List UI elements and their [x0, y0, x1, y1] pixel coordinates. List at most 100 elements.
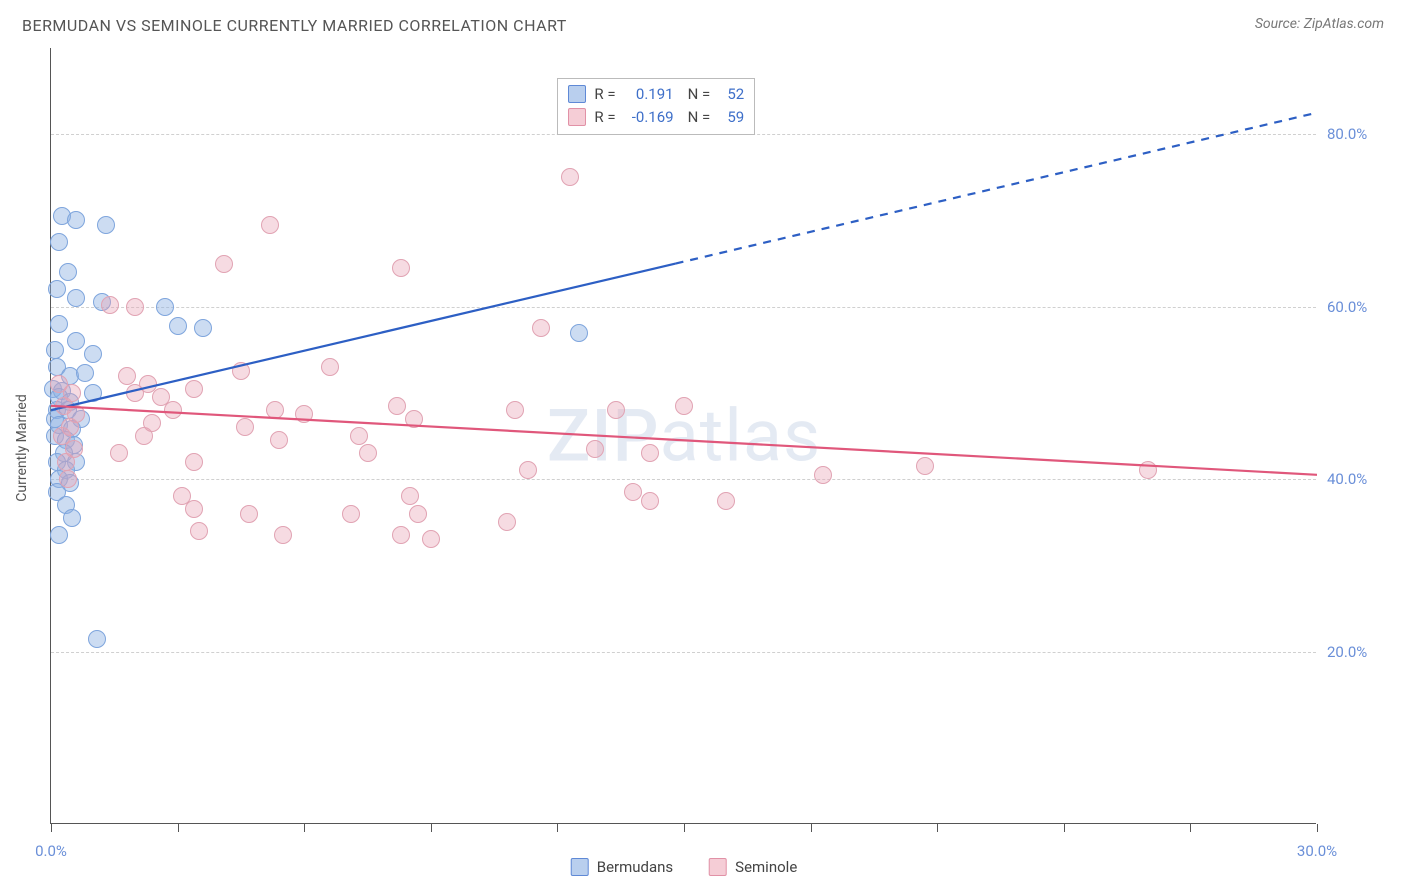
- y-axis-title: Currently Married: [14, 394, 30, 501]
- x-tick-label: 0.0%: [35, 842, 67, 860]
- gridline-horizontal: [51, 307, 1316, 308]
- data-point: [156, 298, 174, 316]
- legend-swatch: [568, 108, 586, 126]
- data-point: [164, 401, 182, 419]
- source-credit: Source: ZipAtlas.com: [1255, 16, 1384, 32]
- data-point: [342, 505, 360, 523]
- series-legend-label: Bermudans: [597, 858, 673, 876]
- data-point: [50, 233, 68, 251]
- data-point: [401, 487, 419, 505]
- data-point: [88, 630, 106, 648]
- chart-container: Currently Married 20.0%40.0%60.0%80.0%0.…: [44, 48, 1374, 848]
- series-legend: Bermudans Seminole: [571, 858, 798, 876]
- data-point: [46, 341, 64, 359]
- data-point: [532, 319, 550, 337]
- data-point: [185, 380, 203, 398]
- data-point: [50, 526, 68, 544]
- x-tick: [937, 824, 938, 832]
- legend-swatch: [571, 858, 589, 876]
- data-point: [607, 401, 625, 419]
- data-point: [48, 280, 66, 298]
- data-point: [388, 397, 406, 415]
- legend-swatch: [709, 858, 727, 876]
- data-point: [561, 168, 579, 186]
- data-point: [392, 526, 410, 544]
- data-point: [295, 405, 313, 423]
- x-tick: [304, 824, 305, 832]
- data-point: [519, 461, 537, 479]
- data-point: [236, 418, 254, 436]
- series-legend-label: Seminole: [735, 858, 797, 876]
- data-point: [916, 457, 934, 475]
- data-point: [321, 358, 339, 376]
- data-point: [84, 345, 102, 363]
- chart-title: BERMUDAN VS SEMINOLE CURRENTLY MARRIED C…: [22, 16, 567, 35]
- series-legend-item: Seminole: [709, 858, 797, 876]
- data-point: [59, 263, 77, 281]
- data-point: [67, 332, 85, 350]
- data-point: [126, 298, 144, 316]
- data-point: [169, 317, 187, 335]
- x-tick: [557, 824, 558, 832]
- data-point: [422, 530, 440, 548]
- data-point: [215, 255, 233, 273]
- data-point: [185, 500, 203, 518]
- data-point: [641, 444, 659, 462]
- data-point: [270, 431, 288, 449]
- stats-legend-row: R =0.191N =52: [568, 83, 744, 106]
- y-tick-label: 20.0%: [1327, 643, 1367, 661]
- data-point: [392, 259, 410, 277]
- legend-swatch: [568, 85, 586, 103]
- x-tick: [431, 824, 432, 832]
- data-point: [101, 296, 119, 314]
- data-point: [84, 384, 102, 402]
- stats-legend: R =0.191N =52R =-0.169N =59: [557, 78, 755, 135]
- y-tick-label: 80.0%: [1327, 125, 1367, 143]
- data-point: [409, 505, 427, 523]
- x-tick: [51, 824, 52, 832]
- data-point: [641, 492, 659, 510]
- x-tick: [1190, 824, 1191, 832]
- x-tick-label: 30.0%: [1297, 842, 1337, 860]
- data-point: [266, 401, 284, 419]
- data-point: [110, 444, 128, 462]
- data-point: [67, 211, 85, 229]
- data-point: [586, 440, 604, 458]
- data-point: [194, 319, 212, 337]
- data-point: [624, 483, 642, 501]
- data-point: [261, 216, 279, 234]
- stats-legend-row: R =-0.169N =59: [568, 106, 744, 129]
- data-point: [118, 367, 136, 385]
- series-legend-item: Bermudans: [571, 858, 673, 876]
- x-tick: [1064, 824, 1065, 832]
- data-point: [126, 384, 144, 402]
- data-point: [190, 522, 208, 540]
- x-tick: [811, 824, 812, 832]
- data-point: [814, 466, 832, 484]
- y-tick-label: 40.0%: [1327, 470, 1367, 488]
- y-tick-label: 60.0%: [1327, 298, 1367, 316]
- data-point: [143, 414, 161, 432]
- data-point: [232, 362, 250, 380]
- data-point: [240, 505, 258, 523]
- data-point: [185, 453, 203, 471]
- plot-area: 20.0%40.0%60.0%80.0%0.0%30.0%ZIPatlasR =…: [50, 48, 1316, 824]
- data-point: [57, 453, 75, 471]
- data-point: [405, 410, 423, 428]
- data-point: [50, 315, 68, 333]
- data-point: [498, 513, 516, 531]
- data-point: [97, 216, 115, 234]
- x-tick: [178, 824, 179, 832]
- data-point: [350, 427, 368, 445]
- gridline-horizontal: [51, 479, 1316, 480]
- data-point: [506, 401, 524, 419]
- x-tick: [684, 824, 685, 832]
- data-point: [675, 397, 693, 415]
- data-point: [67, 289, 85, 307]
- data-point: [1139, 461, 1157, 479]
- data-point: [59, 470, 77, 488]
- data-point: [63, 509, 81, 527]
- data-point: [570, 324, 588, 342]
- x-tick: [1317, 824, 1318, 832]
- data-point: [274, 526, 292, 544]
